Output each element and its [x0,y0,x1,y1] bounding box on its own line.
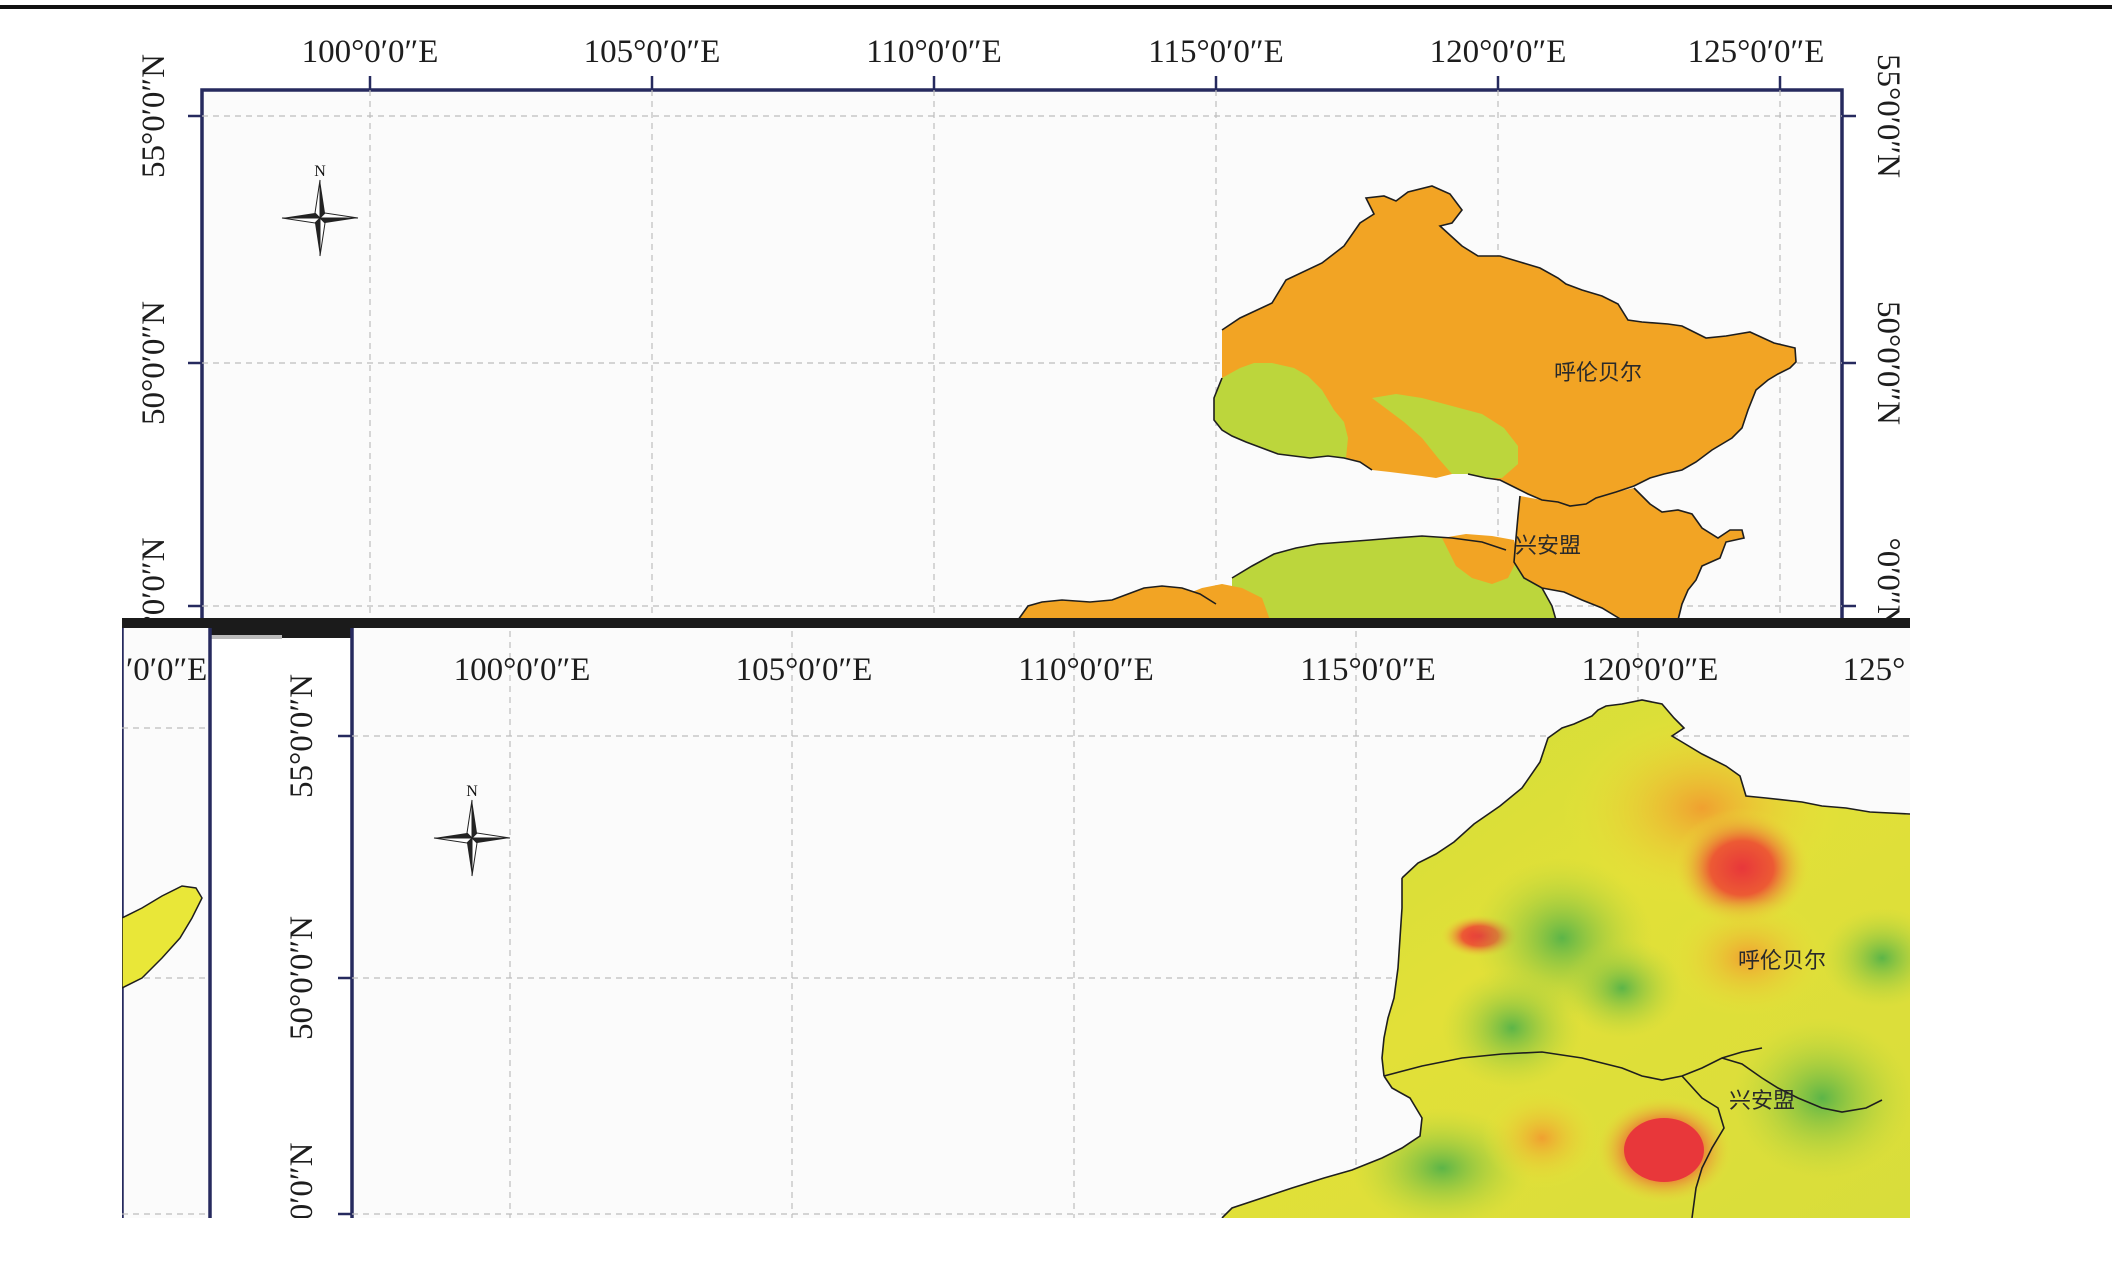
bottom-region-label-hulunbuir: 呼伦贝尔 [1738,949,1826,974]
left-sliver-svg: ′0′0″E [122,628,212,1218]
top-region-label-hulunbuir: 呼伦贝尔 [1554,361,1642,386]
top-north-arrow-icon: N [281,163,359,257]
top-lat-right-50: 50°0′0″N [1870,301,1906,425]
bottom-borders [1221,699,1910,1218]
bottom-map-svg: 100°0′0″E 105°0′0″E 110°0′0″E 115°0′0″E … [284,628,1910,1218]
top-lat-right-45: °0′0″N [1870,538,1906,621]
bottom-ticks [338,734,352,1216]
top-region-label-xingan: 兴安盟 [1515,534,1581,559]
top-lon-label-115: 115°0′0″E [1148,34,1284,70]
top-lat-left-50: 50°0′0″N [136,301,172,425]
bottom-lon-label-105: 105°0′0″E [736,652,873,688]
top-lat-left-45: °0′0″N [136,537,172,620]
top-north-label: N [314,163,326,180]
top-lat-left-55: 55°0′0″N [136,54,172,178]
bottom-north-arrow-icon: N [433,783,511,877]
bottom-lon-label-125: 125° [1843,652,1906,688]
bottom-lon-label-120: 120°0′0″E [1582,652,1719,688]
top-choropleth [1018,186,1796,620]
top-lat-right-55: 55°0′0″N [1870,54,1906,178]
left-sliver-map-panel: ′0′0″E [122,628,222,1218]
bottom-region-label-xingan: 兴安盟 [1729,1089,1795,1114]
bottom-lat-label-50: 50°0′0″N [284,916,320,1040]
top-lon-label-105: 105°0′0″E [584,34,721,70]
top-lon-label-125: 125°0′0″E [1688,34,1825,70]
top-lon-label-110: 110°0′0″E [866,34,1002,70]
top-lon-label-100: 100°0′0″E [302,34,439,70]
top-borders [1017,185,1797,620]
top-ticks [188,76,1856,608]
bottom-lat-label-55: 55°0′0″N [284,674,320,798]
bottom-lon-label-110: 110°0′0″E [1018,652,1154,688]
top-rule [0,5,2112,9]
bottom-lat-label-45: °0′0″N [284,1142,320,1218]
bottom-lon-label-100: 100°0′0″E [454,652,591,688]
bottom-north-label: N [466,783,478,800]
top-map-svg: 100°0′0″E 105°0′0″E 110°0′0″E 115°0′0″E … [136,34,1906,621]
top-lon-label-120: 120°0′0″E [1430,34,1567,70]
bottom-lon-label-115: 115°0′0″E [1300,652,1436,688]
top-map-panel: 100°0′0″E 105°0′0″E 110°0′0″E 115°0′0″E … [122,18,1910,620]
left-sliver-lon-label: ′0′0″E [126,652,207,688]
bottom-map-panel: 100°0′0″E 105°0′0″E 110°0′0″E 115°0′0″E … [122,628,1910,1218]
